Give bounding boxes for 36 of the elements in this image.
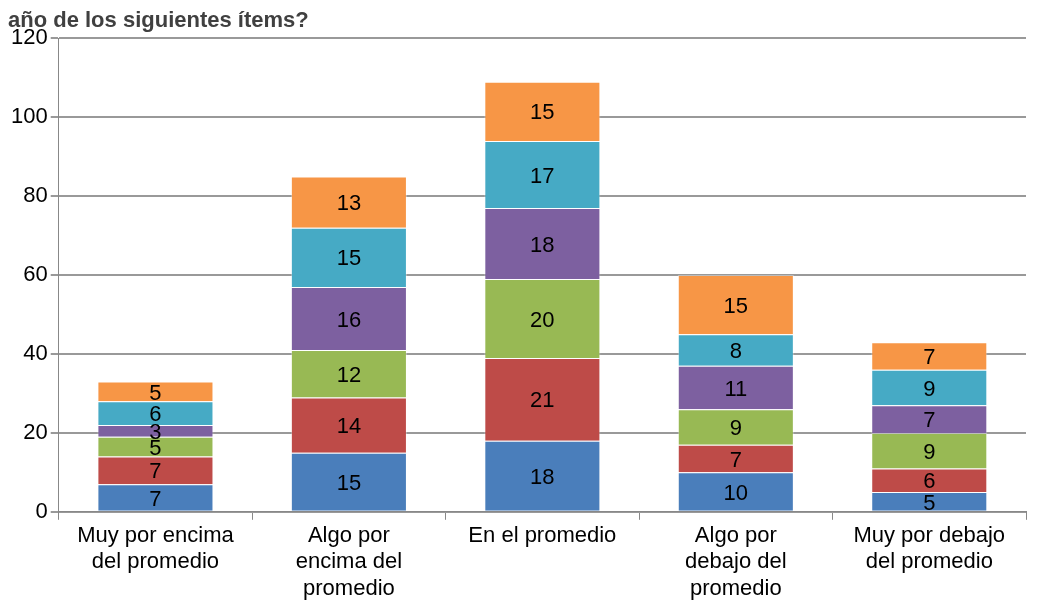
data-label: 17 — [530, 162, 555, 188]
data-label: 14 — [336, 413, 362, 439]
data-label: 18 — [530, 231, 555, 257]
data-label: 18 — [530, 463, 555, 489]
data-label: 15 — [530, 99, 555, 125]
data-label: 10 — [723, 479, 749, 505]
data-label: 7 — [729, 446, 742, 472]
y-tick-label: 80 — [23, 182, 48, 208]
data-label: 9 — [729, 415, 742, 441]
data-label: 7 — [149, 458, 162, 484]
data-label: 7 — [149, 485, 162, 511]
y-tick-label: 100 — [10, 103, 48, 129]
data-label: 7 — [923, 344, 936, 370]
data-label: 7 — [923, 407, 936, 433]
x-tick-label: Algo por debajo del promedio — [685, 522, 787, 600]
data-label: 8 — [729, 338, 742, 364]
data-label: 11 — [724, 375, 748, 401]
data-label: 9 — [923, 375, 936, 401]
y-tick-label: 60 — [23, 261, 48, 287]
data-label: 15 — [336, 469, 362, 495]
x-tick-label: Muy por encima del promedio — [77, 522, 235, 574]
data-label: 13 — [336, 190, 362, 216]
data-label: 20 — [530, 306, 555, 332]
data-label: 15 — [336, 245, 362, 271]
data-label: 21 — [530, 387, 555, 413]
x-tick-label: Muy por debajo del promedio — [853, 522, 1006, 574]
x-tick-label: En el promedio — [468, 522, 617, 548]
x-tick-label: Algo por encima del promedio — [295, 522, 403, 600]
y-tick-label: 0 — [35, 497, 48, 523]
data-label: 9 — [923, 438, 936, 464]
data-label: 12 — [336, 361, 362, 387]
y-tick-label: 40 — [23, 340, 48, 366]
data-label: 16 — [336, 306, 362, 332]
y-tick-label: 20 — [23, 418, 48, 444]
data-label: 15 — [723, 292, 749, 318]
data-label: 5 — [149, 379, 162, 405]
